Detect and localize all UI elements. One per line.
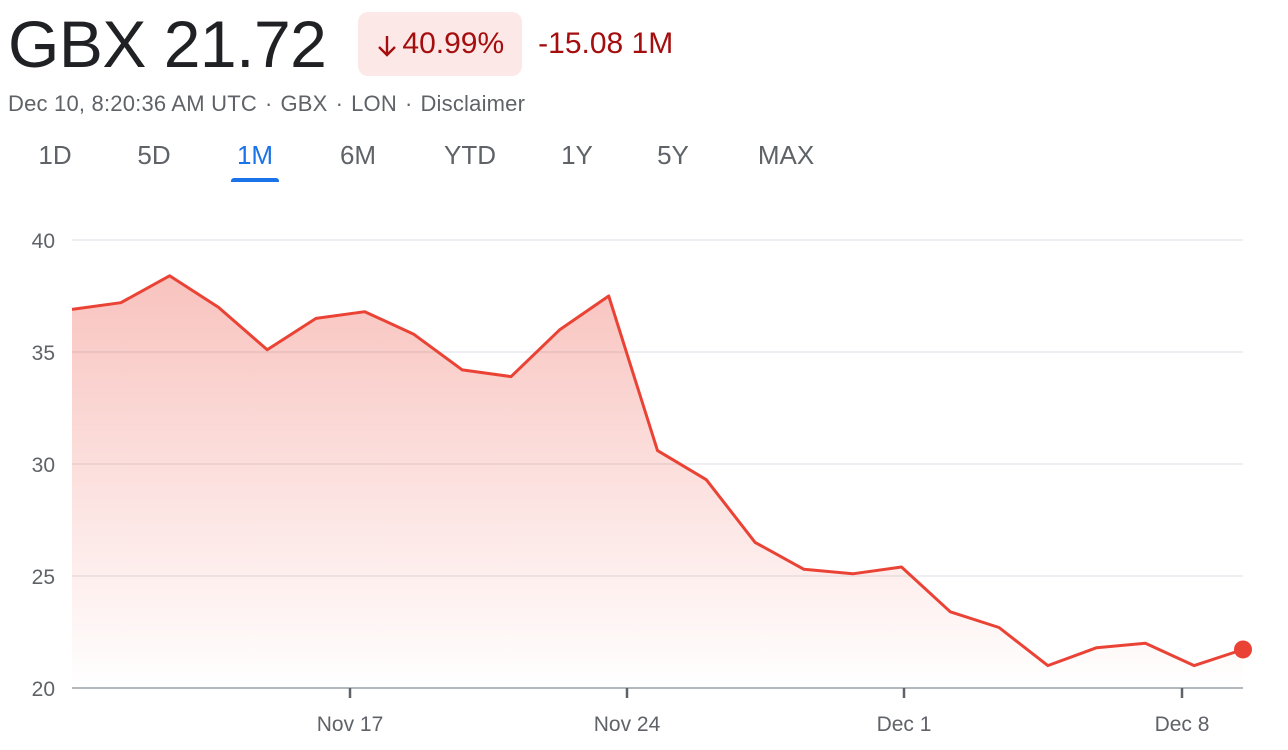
price-area-fill xyxy=(72,275,1243,688)
price-line xyxy=(71,274,1244,668)
data-point-nov-26 xyxy=(656,449,659,452)
data-point-nov-17 xyxy=(314,317,317,320)
x-tick-label-nov-24: Nov 24 xyxy=(594,713,661,736)
quote-subline: Dec 10, 8:20:36 AM UTC · GBX · LON · Disclaime… xyxy=(8,91,525,117)
data-point-nov-12 xyxy=(71,308,74,311)
tab-ytd[interactable]: YTD xyxy=(444,140,496,170)
percent-change-value: 40.99% xyxy=(402,27,505,60)
disclaimer-link[interactable]: Disclaimer xyxy=(420,91,526,116)
currency-label: GBX xyxy=(280,91,328,116)
separator-dot: · xyxy=(404,91,413,116)
tab-max[interactable]: MAX xyxy=(757,140,815,170)
y-tick-label-30: 30 xyxy=(32,454,55,477)
data-point-nov-29 xyxy=(802,568,805,571)
data-point-nov-14 xyxy=(168,274,171,277)
quote-header: GBX 21.72 40.99% -15.08 1M xyxy=(8,6,673,82)
exchange-label: LON xyxy=(351,91,397,116)
data-point-dec-9 xyxy=(1193,664,1196,667)
data-point-dec-4 xyxy=(1046,664,1049,667)
tab-1m[interactable]: 1M xyxy=(236,140,274,170)
tab-5d[interactable]: 5D xyxy=(137,140,171,170)
data-point-nov-28 xyxy=(754,541,757,544)
data-point-nov-27 xyxy=(705,478,708,481)
y-tick-label-40: 40 xyxy=(32,230,55,253)
tab-1y[interactable]: 1Y xyxy=(561,140,593,170)
data-point-nov-18 xyxy=(363,310,366,313)
price-value: GBX 21.72 xyxy=(8,7,327,81)
tab-1d[interactable]: 1D xyxy=(38,140,72,170)
data-point-dec-2 xyxy=(949,610,952,613)
y-tick-label-35: 35 xyxy=(32,342,55,365)
absolute-change-value: -15.08 1M xyxy=(538,27,674,60)
data-point-nov-23 xyxy=(607,295,610,298)
data-point-dec-1 xyxy=(900,566,903,569)
x-tick-label-dec-8: Dec 8 xyxy=(1155,713,1210,736)
tab-5y[interactable]: 5Y xyxy=(657,140,689,170)
arrow-down-icon xyxy=(376,32,398,57)
timestamp: Dec 10, 8:20:36 AM UTC xyxy=(8,91,257,116)
y-tick-label-25: 25 xyxy=(32,566,55,589)
tab-6m[interactable]: 6M xyxy=(339,140,377,170)
percent-change-badge: 40.99% xyxy=(358,12,523,76)
data-point-dec-5 xyxy=(1095,646,1098,649)
data-point-nov-15 xyxy=(217,306,220,309)
separator-dot: · xyxy=(264,91,273,116)
last-price-marker xyxy=(1234,640,1252,659)
data-point-nov-13 xyxy=(119,301,122,304)
separator-dot: · xyxy=(335,91,344,116)
data-point-nov-30 xyxy=(851,572,854,575)
data-point-nov-21 xyxy=(510,375,513,378)
y-tick-label-20: 20 xyxy=(32,678,55,701)
data-point-nov-22 xyxy=(558,328,561,331)
data-point-nov-16 xyxy=(266,348,269,351)
active-tab-indicator xyxy=(231,178,279,182)
data-point-nov-19 xyxy=(412,333,415,336)
data-point-dec-6 xyxy=(1144,642,1147,645)
x-tick-label-dec-1: Dec 1 xyxy=(877,713,932,736)
x-tick-label-nov-17: Nov 17 xyxy=(317,713,384,736)
range-tabs: 1D 5D 1M 6M YTD 1Y 5Y MAX xyxy=(0,140,900,184)
data-point-nov-20 xyxy=(461,368,464,371)
data-point-dec-3 xyxy=(998,626,1001,629)
